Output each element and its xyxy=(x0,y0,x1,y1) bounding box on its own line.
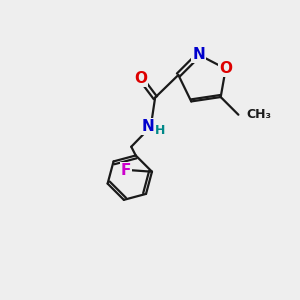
Text: H: H xyxy=(155,124,165,137)
Text: O: O xyxy=(134,71,147,86)
Text: N: N xyxy=(141,119,154,134)
Text: CH₃: CH₃ xyxy=(247,108,272,121)
Text: O: O xyxy=(219,61,232,76)
Text: N: N xyxy=(192,47,205,62)
Text: F: F xyxy=(121,163,131,178)
